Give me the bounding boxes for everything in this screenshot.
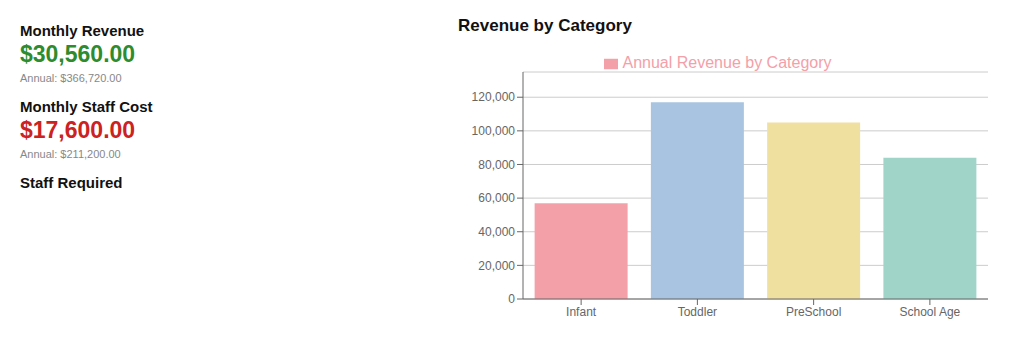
svg-text:PreSchool: PreSchool: [786, 305, 841, 319]
svg-text:120,000: 120,000: [472, 90, 516, 104]
svg-text:60,000: 60,000: [478, 191, 515, 205]
svg-text:Infant: Infant: [566, 305, 597, 319]
html-text:Annual: $211,200.00: Annual: $211,200.00: [20, 148, 121, 160]
svg-text:Toddler: Toddler: [678, 305, 717, 319]
html-text:Staff Required: Staff Required: [20, 174, 123, 191]
svg-text:School Age: School Age: [900, 305, 961, 319]
svg-text:40,000: 40,000: [478, 225, 515, 239]
html-text:Annual Revenue by Category: Annual Revenue by Category: [622, 54, 832, 71]
html-text:Monthly Staff Cost: Monthly Staff Cost: [20, 98, 153, 115]
svg-text:100,000: 100,000: [472, 124, 516, 138]
svg-text:20,000: 20,000: [478, 259, 515, 273]
html-text:Monthly Revenue: Monthly Revenue: [20, 22, 145, 39]
html-text:$17,600.00: $17,600.00: [20, 117, 136, 143]
html-text:Revenue by Category: Revenue by Category: [458, 16, 632, 35]
svg-text:80,000: 80,000: [478, 158, 515, 172]
svg-text:0: 0: [508, 292, 515, 306]
html-text:$30,560.00: $30,560.00: [20, 41, 136, 67]
html-text:Annual: $366,720.00: Annual: $366,720.00: [20, 72, 122, 84]
